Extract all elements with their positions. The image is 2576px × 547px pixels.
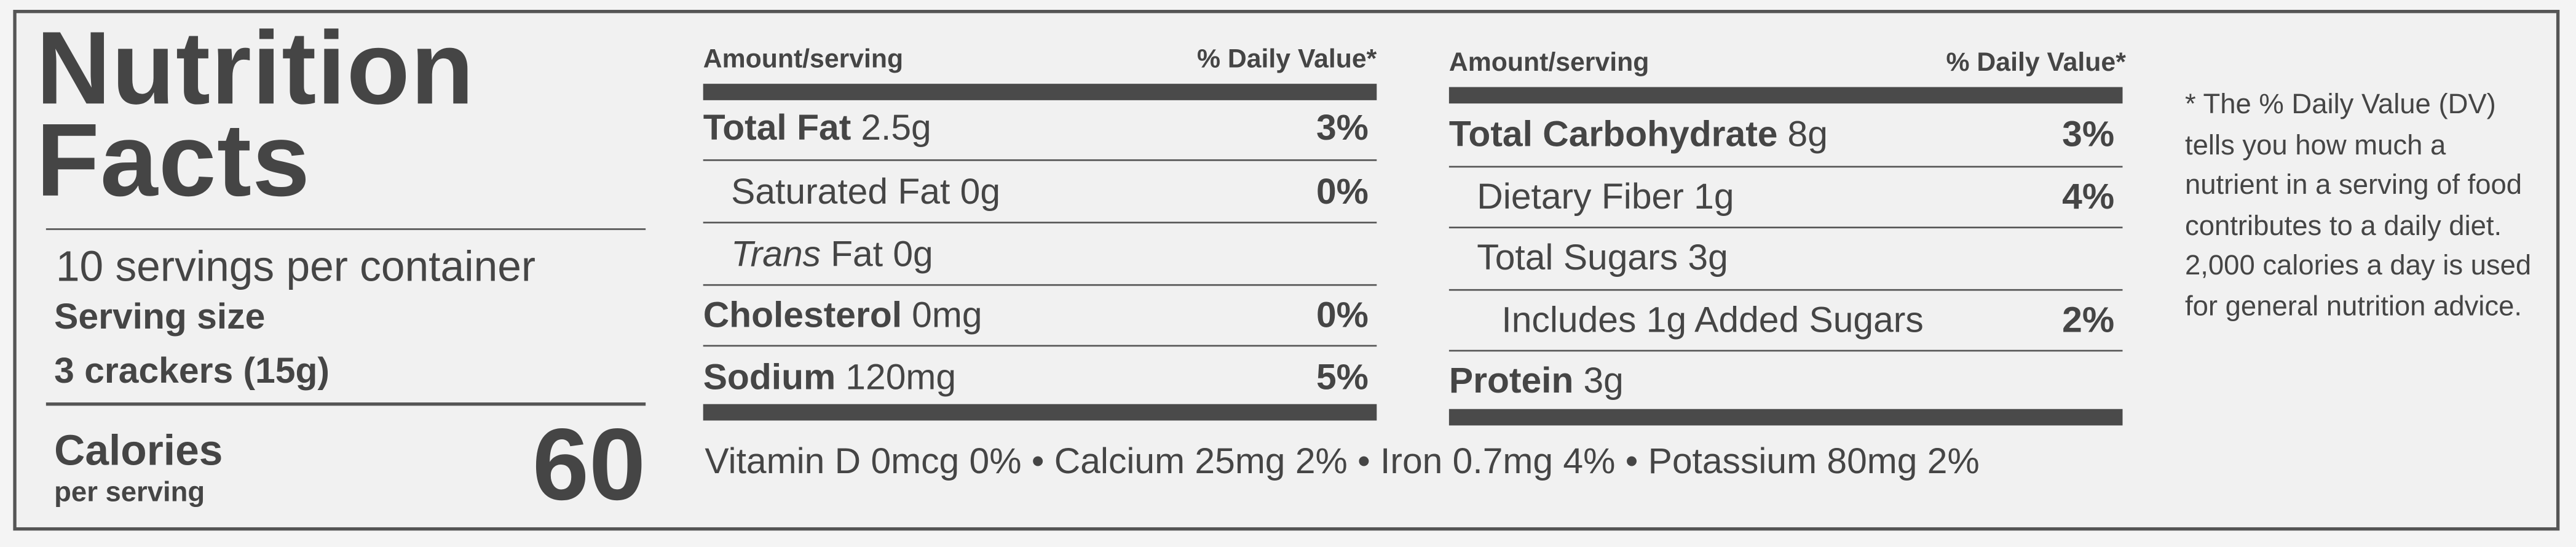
divider bbox=[703, 159, 1377, 161]
nutrient: Cholesterol bbox=[703, 293, 903, 335]
divider bbox=[1448, 289, 2123, 291]
servings: 10 servings per container bbox=[55, 241, 536, 291]
footnote: * The % Daily Value (DV) tells you how m… bbox=[2185, 89, 2539, 321]
nutrient: Total Carbohydrate bbox=[1448, 113, 1778, 154]
nutrient: Sodium bbox=[703, 356, 836, 398]
nutrient: Dietary Fiber 1g bbox=[1477, 175, 1734, 217]
bar bbox=[1448, 409, 2123, 426]
amount: 2.5g bbox=[861, 106, 931, 148]
bar bbox=[703, 404, 1377, 421]
dv-header: % Daily Value* bbox=[1946, 49, 2126, 78]
nutrient: Saturated Fat 0g bbox=[731, 170, 1001, 212]
divider bbox=[703, 345, 1377, 347]
divider bbox=[1448, 226, 2123, 229]
nutrient: Protein bbox=[1448, 359, 1574, 401]
nutrient: Fat 0g bbox=[831, 233, 933, 274]
amount-header: Amount/serving bbox=[703, 46, 904, 74]
divider bbox=[45, 228, 646, 230]
calories-value: 60 bbox=[532, 409, 646, 522]
amount: 120mg bbox=[845, 356, 957, 398]
row: Total Fat 2.5g 3% bbox=[703, 105, 1369, 151]
amount-header: Amount/serving bbox=[1448, 49, 1650, 78]
table-header: Amount/serving % Daily Value* bbox=[703, 44, 1377, 77]
daily-value: 2% bbox=[2062, 298, 2115, 340]
serving-size-label: Serving size bbox=[54, 295, 266, 337]
title: Nutrition Facts bbox=[36, 11, 475, 219]
calories-label: Calories bbox=[54, 425, 223, 475]
daily-value: 4% bbox=[2062, 175, 2115, 217]
row: Protein 3g bbox=[1449, 358, 2114, 404]
daily-value: 0% bbox=[1316, 293, 1369, 335]
divider bbox=[703, 222, 1377, 224]
row: Trans Fat 0g bbox=[731, 231, 1369, 277]
daily-value: 3% bbox=[1316, 106, 1369, 148]
bar bbox=[1448, 87, 2123, 104]
row: Cholesterol 0mg 0% bbox=[703, 292, 1369, 338]
calories-sublabel: per serving bbox=[54, 476, 205, 508]
row: Total Sugars 3g bbox=[1477, 235, 2114, 281]
divider bbox=[45, 402, 646, 406]
nutrient: Total Fat bbox=[703, 106, 851, 148]
row: Saturated Fat 0g 0% bbox=[731, 169, 1369, 215]
table-header: Amount/serving % Daily Value* bbox=[1449, 47, 2126, 80]
divider bbox=[1448, 166, 2123, 168]
amount: 8g bbox=[1787, 113, 1828, 154]
daily-value: 5% bbox=[1316, 356, 1369, 398]
daily-value: 0% bbox=[1316, 170, 1369, 212]
divider bbox=[1448, 349, 2123, 352]
nutrient-italic: Trans bbox=[731, 233, 821, 274]
vitamins-minerals: Vitamin D 0mcg 0% • Calcium 25mg 2% • Ir… bbox=[705, 440, 1980, 482]
amount: 3g bbox=[1583, 359, 1624, 401]
row: Includes 1g Added Sugars 2% bbox=[1501, 297, 2114, 343]
amount: 0mg bbox=[912, 293, 982, 335]
divider bbox=[703, 284, 1377, 286]
daily-value: 3% bbox=[2062, 113, 2115, 154]
row: Dietary Fiber 1g 4% bbox=[1477, 174, 2114, 220]
nutrient: Includes 1g Added Sugars bbox=[1501, 298, 1924, 340]
row: Sodium 120mg 5% bbox=[703, 355, 1369, 401]
bar bbox=[703, 84, 1377, 100]
dv-header: % Daily Value* bbox=[1196, 46, 1377, 74]
serving-size: 3 crackers (15g) bbox=[54, 349, 330, 391]
nutrient: Total Sugars 3g bbox=[1477, 236, 1728, 278]
row: Total Carbohydrate 8g 3% bbox=[1449, 112, 2114, 158]
